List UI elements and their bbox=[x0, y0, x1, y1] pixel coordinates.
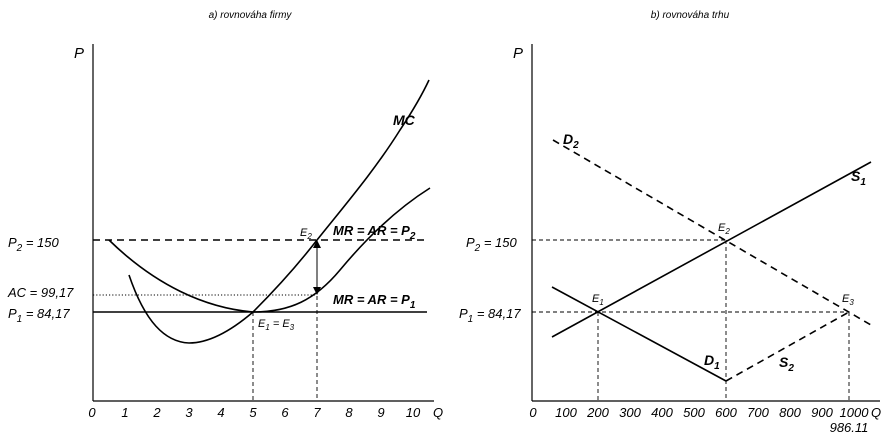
p1-value-label: P1 = 84,17 bbox=[459, 306, 521, 325]
tick-label: 2 bbox=[152, 405, 161, 420]
d1-label: D1 bbox=[704, 352, 720, 372]
tick-label: 100 bbox=[555, 405, 577, 420]
e1-label: E1 bbox=[592, 293, 604, 307]
panel-a-title: a) rovnováha firmy bbox=[209, 10, 293, 21]
tick-label: 10 bbox=[406, 405, 421, 420]
ac-value-label: AC = 99,17 bbox=[7, 285, 74, 300]
panel-a-ac-curve bbox=[108, 187, 431, 313]
tick-label: 800 bbox=[779, 405, 801, 420]
p2-value-label: P2 = 150 bbox=[466, 235, 518, 254]
tick-label: 4 bbox=[217, 405, 224, 420]
tick-label: 5 bbox=[249, 405, 257, 420]
s2-label: S2 bbox=[779, 354, 794, 374]
panel-a-y-axis-label: P bbox=[74, 45, 84, 62]
arrow-head-up bbox=[313, 240, 321, 248]
tick-label: 200 bbox=[586, 405, 609, 420]
panel-a-avc-curve bbox=[128, 274, 254, 344]
tick-label: 300 bbox=[619, 405, 641, 420]
panel-b: b) rovnováha trhu P Q 0 100 200 300 400 … bbox=[459, 10, 881, 435]
d2-label: D2 bbox=[563, 131, 579, 151]
panel-a-mc-curve bbox=[252, 79, 430, 313]
panel-a-x-ticks: 0 1 2 3 4 5 6 7 8 9 10 bbox=[88, 405, 421, 420]
tick-label: 0 bbox=[529, 405, 537, 420]
tick-label: 0 bbox=[88, 405, 96, 420]
e2-label: E2 bbox=[300, 227, 312, 241]
s1-label: S1 bbox=[851, 168, 866, 188]
tick-label: 700 bbox=[747, 405, 769, 420]
tick-label: 3 bbox=[185, 405, 193, 420]
tick-label: 1 bbox=[121, 405, 128, 420]
panel-b-title: b) rovnováha trhu bbox=[651, 10, 730, 21]
tick-label: 6 bbox=[281, 405, 289, 420]
e1-e3-label: E1 = E3 bbox=[258, 318, 295, 332]
p1-value-label: P1 = 84,17 bbox=[8, 306, 70, 325]
mr-p1-label: MR = AR = P1 bbox=[333, 292, 416, 311]
d2-demand-curve bbox=[552, 139, 872, 326]
p2-value-label: P2 = 150 bbox=[8, 235, 60, 254]
tick-label: 9 bbox=[377, 405, 384, 420]
panel-b-y-axis-label: P bbox=[513, 45, 523, 62]
e3-label: E3 bbox=[842, 293, 854, 307]
tick-label: 400 bbox=[651, 405, 673, 420]
tick-label-986: 986.11 bbox=[830, 420, 869, 435]
s1-supply-curve bbox=[551, 161, 872, 338]
tick-label: 1000 bbox=[840, 405, 870, 420]
d1-demand-curve bbox=[551, 286, 727, 382]
arrow-head-down bbox=[313, 287, 321, 295]
panel-b-x-ticks: 0 100 200 300 400 500 600 700 800 900 10… bbox=[529, 405, 869, 435]
panel-a-x-axis-label: Q bbox=[433, 405, 443, 420]
e2-label: E2 bbox=[718, 222, 730, 236]
tick-label: 7 bbox=[313, 405, 321, 420]
panel-a: a) rovnováha firmy P Q 0 1 2 3 4 5 6 7 8… bbox=[7, 10, 443, 420]
panel-b-x-axis-label: Q bbox=[871, 405, 881, 420]
tick-label: 600 bbox=[715, 405, 737, 420]
tick-label: 8 bbox=[345, 405, 353, 420]
tick-label: 900 bbox=[811, 405, 833, 420]
tick-label: 500 bbox=[683, 405, 705, 420]
mr-p2-label: MR = AR = P2 bbox=[333, 223, 416, 242]
mc-label: MC bbox=[393, 112, 416, 128]
